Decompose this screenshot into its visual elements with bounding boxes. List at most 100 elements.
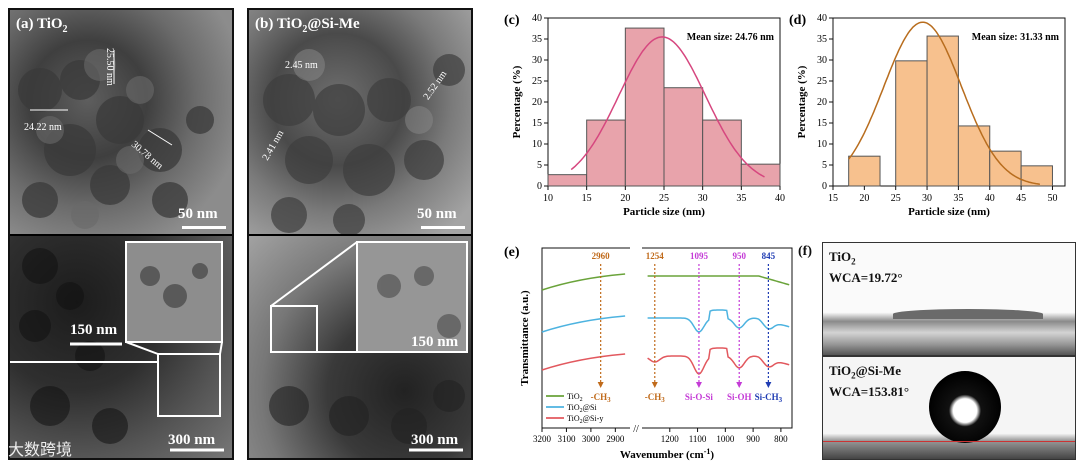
y-tick-label: 15 xyxy=(532,118,542,129)
y-axis-label: Percentage (%) xyxy=(796,65,808,138)
peak-wavenumber: 845 xyxy=(762,251,776,261)
x-tick-label: 30 xyxy=(922,193,932,204)
y-tick-label: 5 xyxy=(537,160,542,171)
peak-wavenumber: 950 xyxy=(732,251,746,261)
y-tick-label: 30 xyxy=(817,55,827,66)
x-tick-label: 25 xyxy=(659,193,669,204)
x-tick-label: 25 xyxy=(891,193,901,204)
y-axis-label: Percentage (%) xyxy=(511,65,523,138)
measure-1: 25.50 nm xyxy=(104,48,115,86)
baseline-red xyxy=(823,441,1075,442)
legend-label: TiO2 xyxy=(567,392,583,403)
panel-a-top-image: (a) TiO2 25.50 nm 24.22 nm 30.78 nm 50 n… xyxy=(10,10,232,234)
panel-label: (d) xyxy=(789,13,806,28)
measure-2: 24.22 nm xyxy=(24,122,62,133)
x-axis-label: Wavenumber (cm-1) xyxy=(620,447,715,461)
x-tick-label: 20 xyxy=(859,193,869,204)
droplet-sphere xyxy=(929,371,1001,443)
x-tick-label: 900 xyxy=(746,434,760,444)
bar xyxy=(957,125,991,187)
x-tick-label: 45 xyxy=(1016,193,1026,204)
spectrum-line-left xyxy=(541,315,626,333)
y-tick-label: 30 xyxy=(532,55,542,66)
peak-arrow xyxy=(597,382,604,388)
x-tick-label: 30 xyxy=(698,193,708,204)
y-axis-label: Transmittance (a.u.) xyxy=(519,290,531,386)
panel-a-tem-image: (a) TiO2 25.50 nm 24.22 nm 30.78 nm 50 n… xyxy=(8,8,234,460)
bar xyxy=(663,87,704,187)
x-tick-label: 800 xyxy=(774,434,788,444)
droplet-flat xyxy=(893,309,1043,319)
bar xyxy=(586,119,626,187)
bar xyxy=(1020,165,1053,187)
y-tick-label: 0 xyxy=(537,181,542,192)
legend-label: TiO2@Si-y xyxy=(567,414,603,425)
x-tick-label: 1100 xyxy=(689,434,707,444)
bar xyxy=(926,35,959,187)
panel-b-scale-inset: 150 nm xyxy=(411,334,459,350)
wca-top-image: TiO2 WCA=19.72° xyxy=(823,243,1075,355)
axis-break-mark: // xyxy=(633,424,639,435)
x-tick-label: 3200 xyxy=(533,434,552,444)
scalebar-line xyxy=(421,226,465,229)
x-tick-label: 2900 xyxy=(606,434,625,444)
peak-arrow xyxy=(765,382,772,388)
panel-f-frame: TiO2 WCA=19.72° TiO2@Si-Me WCA=153.81° xyxy=(822,242,1076,460)
peak-wavenumber: 2960 xyxy=(592,251,611,261)
panel-b-top-image: (b) TiO2@Si-Me 2.45 nm 2.52 nm 2.41 nm 5… xyxy=(249,10,471,234)
spectrum-line-left xyxy=(541,273,626,291)
chart-d: (d) 15 20 25 30 35 40 45 50 0 5 10 15 20 25 30 35 40 Parti… xyxy=(789,13,1066,218)
x-tick-label: 20 xyxy=(620,193,630,204)
x-tick-label: 35 xyxy=(953,193,963,204)
x-tick-label: 40 xyxy=(985,193,995,204)
legend-label: TiO2@Si xyxy=(567,403,597,414)
fit-curve xyxy=(848,21,1041,186)
x-axis-label: Particle size (nm) xyxy=(908,206,990,218)
y-tick-label: 35 xyxy=(817,34,827,45)
peak-wavenumber: 1254 xyxy=(646,251,665,261)
axis-break-gap xyxy=(630,247,642,429)
y-tick-label: 20 xyxy=(532,97,542,108)
peak-assignment: Si-CH3 xyxy=(755,392,783,404)
x-tick-label: 1000 xyxy=(716,434,735,444)
scalebar-line xyxy=(182,226,226,229)
panel-a-bottom-particles xyxy=(10,241,224,452)
panel-a-label: (a) TiO2 xyxy=(16,16,68,35)
fit-curve xyxy=(570,36,765,178)
peak-arrow xyxy=(651,382,658,388)
panel-a-scale-inset: 150 nm xyxy=(70,322,118,338)
panel-a-scale-bottom: 300 nm xyxy=(168,432,216,448)
chart-e: (e) // 3200 3100 3000 2900 1200 1100 1000 900 800 W… xyxy=(504,245,793,461)
panel-label: (e) xyxy=(504,245,520,260)
panel-a-particles xyxy=(18,49,214,229)
spectrum-line-right xyxy=(647,347,790,375)
x-tick-label: 35 xyxy=(736,193,746,204)
peak-assignment: -CH3 xyxy=(645,392,666,404)
wca-top-text: TiO2 WCA=19.72° xyxy=(829,249,903,285)
peak-arrow xyxy=(695,382,702,388)
bar xyxy=(702,119,742,187)
panel-b-particles xyxy=(263,49,465,234)
wca-bottom-image: TiO2@Si-Me WCA=153.81° xyxy=(823,357,1075,459)
panel-b-bottom-image: 150 nm 300 nm xyxy=(249,236,471,458)
mean-annotation: Mean size: 31.33 nm xyxy=(972,32,1060,43)
y-tick-label: 40 xyxy=(532,13,542,24)
spectrum-line-right xyxy=(647,275,790,286)
x-tick-label: 3100 xyxy=(557,434,576,444)
y-tick-label: 15 xyxy=(817,118,827,129)
peak-wavenumber: 1095 xyxy=(690,251,709,261)
y-tick-label: 40 xyxy=(817,13,827,24)
panel-label: (c) xyxy=(504,13,520,28)
x-tick-label: 15 xyxy=(828,193,838,204)
x-tick-label: 15 xyxy=(582,193,592,204)
x-tick-label: 10 xyxy=(543,193,553,204)
x-axis-label: Particle size (nm) xyxy=(623,206,705,218)
panel-a-scale-top: 50 nm xyxy=(178,206,218,222)
watermark: 大数跨境 xyxy=(8,440,73,459)
panel-f-label: (f) xyxy=(798,244,812,259)
y-tick-label: 35 xyxy=(532,34,542,45)
x-tick-label: 3000 xyxy=(582,434,601,444)
peak-assignment: -CH3 xyxy=(591,392,612,404)
peak-arrow xyxy=(736,382,743,388)
plot-frame xyxy=(541,247,793,429)
